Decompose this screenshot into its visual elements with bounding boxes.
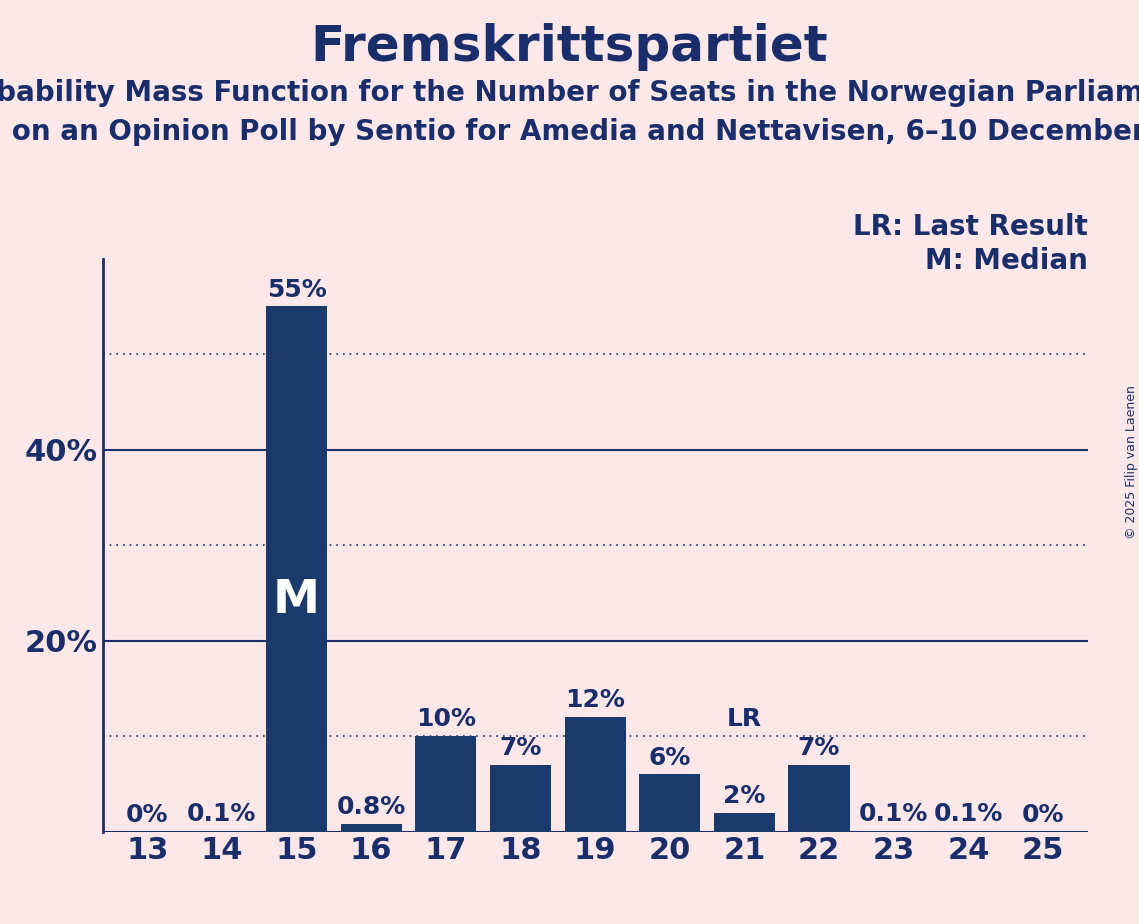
Text: 10%: 10% [416, 708, 476, 732]
Text: LR: Last Result: LR: Last Result [853, 213, 1088, 241]
Bar [191, 831, 253, 832]
Bar [639, 774, 700, 832]
Bar [341, 824, 402, 832]
Text: M: M [273, 578, 320, 623]
Text: © 2025 Filip van Laenen: © 2025 Filip van Laenen [1124, 385, 1138, 539]
Text: 0.1%: 0.1% [934, 802, 1003, 826]
Text: Probability Mass Function for the Number of Seats in the Norwegian Parliament: Probability Mass Function for the Number… [0, 79, 1139, 106]
Text: 0.1%: 0.1% [859, 802, 928, 826]
Bar [714, 812, 775, 832]
Text: Based on an Opinion Poll by Sentio for Amedia and Nettavisen, 6–10 December 2022: Based on an Opinion Poll by Sentio for A… [0, 118, 1139, 146]
Text: LR: LR [727, 708, 762, 732]
Text: 0.8%: 0.8% [337, 796, 405, 820]
Text: 55%: 55% [267, 278, 327, 301]
Bar [863, 831, 924, 832]
Text: 2%: 2% [723, 784, 765, 808]
Text: 6%: 6% [648, 746, 691, 770]
Text: 12%: 12% [565, 688, 625, 712]
Bar [788, 765, 850, 832]
Bar [267, 307, 327, 832]
Bar [416, 736, 476, 832]
Text: 0%: 0% [126, 803, 169, 827]
Text: M: Median: M: Median [925, 248, 1088, 275]
Text: 7%: 7% [499, 736, 542, 760]
Text: 0%: 0% [1022, 803, 1064, 827]
Bar [565, 717, 625, 832]
Bar [937, 831, 999, 832]
Text: 7%: 7% [797, 736, 841, 760]
Text: 0.1%: 0.1% [187, 802, 256, 826]
Bar [490, 765, 551, 832]
Text: Fremskrittspartiet: Fremskrittspartiet [311, 23, 828, 71]
